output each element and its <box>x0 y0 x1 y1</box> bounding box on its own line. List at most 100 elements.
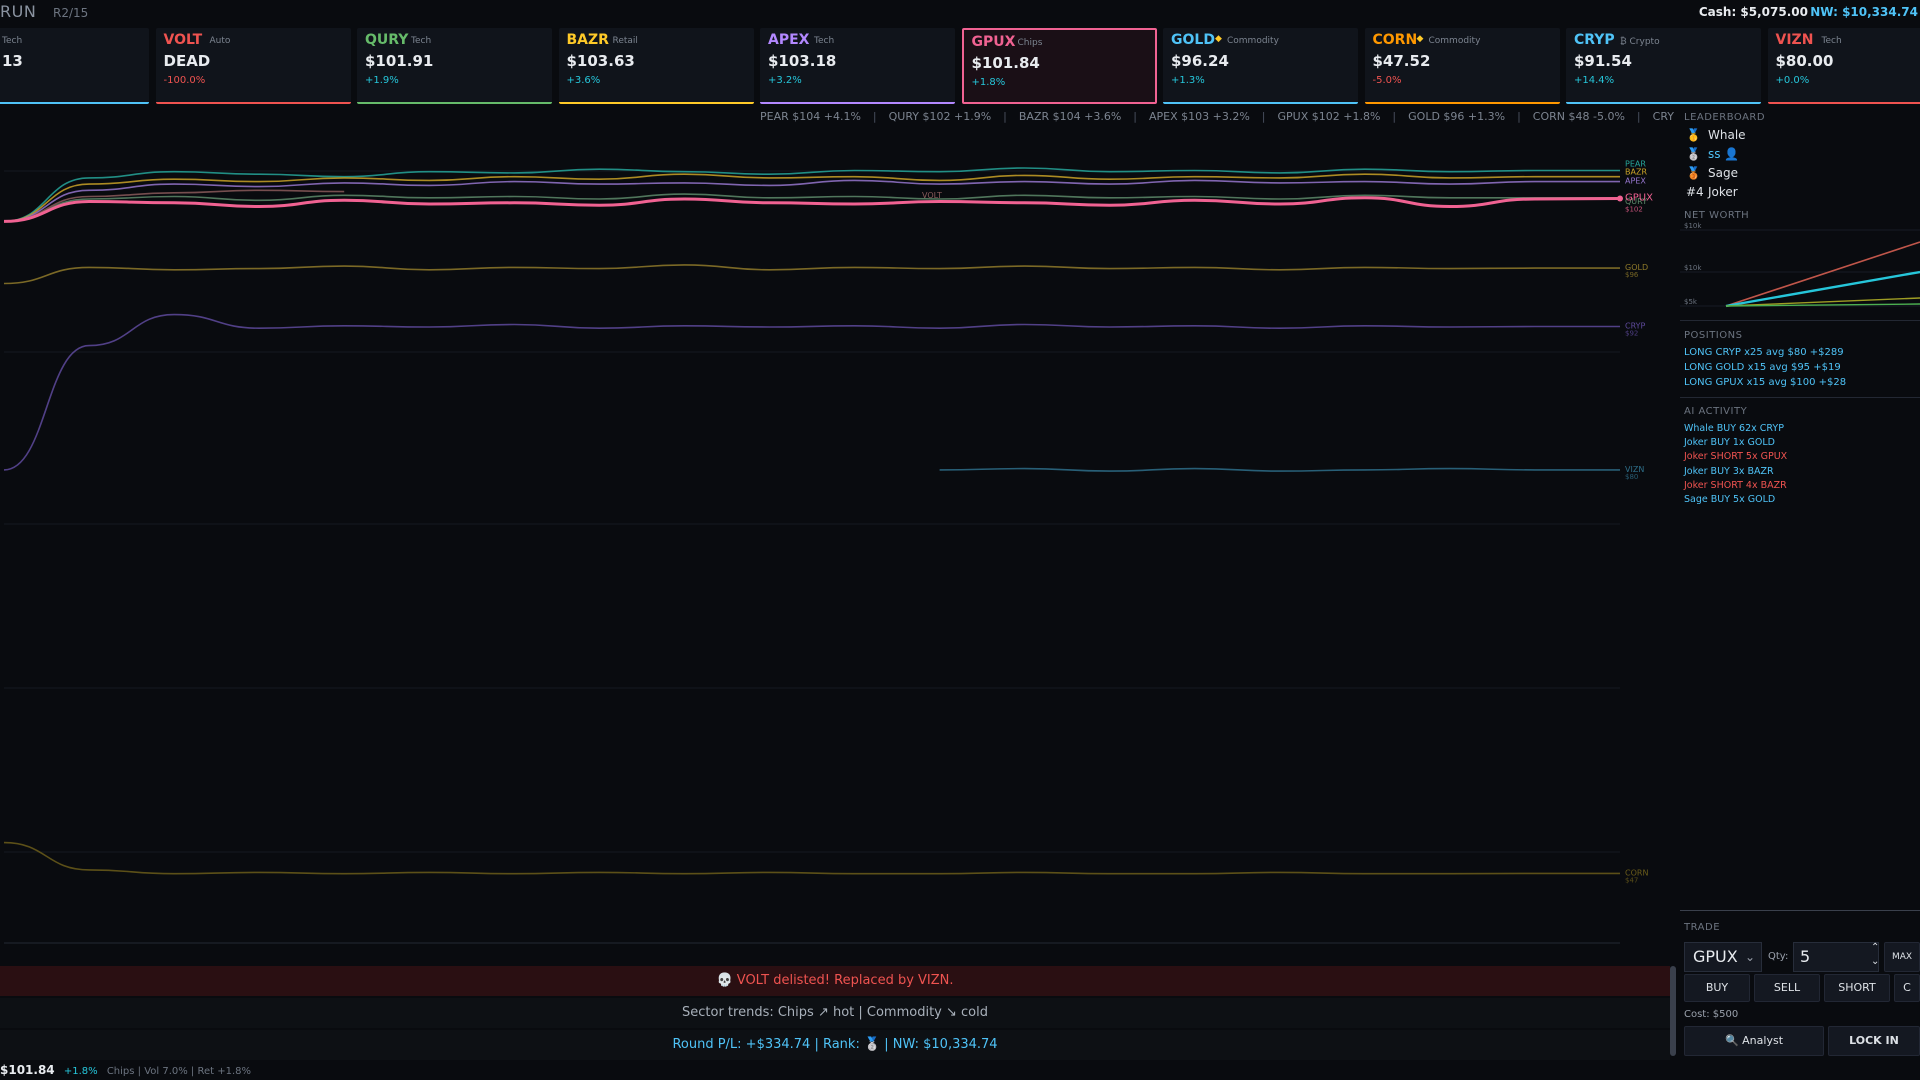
nw-line-player <box>1725 270 1920 308</box>
nw-tick-label: $10k <box>1684 264 1702 272</box>
card-change: +1.8% <box>971 77 1006 88</box>
series-line-volt <box>3 189 345 223</box>
card-price: $47.52 <box>1372 52 1431 70</box>
short-button[interactable]: SHORT <box>1824 974 1890 1002</box>
ticker-separator: | <box>1261 110 1266 123</box>
stock-card-cryp[interactable]: CRYP ₿ Crypto $91.54 +14.4% <box>1566 28 1761 104</box>
card-symbol: VIZN <box>1775 32 1814 48</box>
card-sector: Auto <box>209 36 231 46</box>
end-label-bazr: BAZR <box>1625 168 1647 177</box>
stock-card-offscreen[interactable]: Tech 13 <box>0 28 149 104</box>
stock-card-gold[interactable]: GOLD ◆ Commodity $96.24 +1.3% <box>1163 28 1358 104</box>
series-line-gpux <box>3 196 1621 223</box>
ticker-item: CORN $48 -5.0% <box>1532 110 1625 123</box>
leaderboard-row: 🥈 ss 👤 <box>1686 147 1739 165</box>
card-sector: Tech <box>814 36 835 46</box>
card-sector: Tech <box>1821 36 1842 46</box>
trade-title: TRADE <box>1684 922 1721 933</box>
end-label-apex: APEX <box>1625 177 1646 186</box>
ticker-item: BAZR $104 +3.6% <box>1018 110 1122 123</box>
buy-button[interactable]: BUY <box>1684 974 1750 1002</box>
commodity-icon: ◆ <box>1215 34 1222 44</box>
leaderboard-row: #4 Joker <box>1686 185 1738 203</box>
card-sector: Tech <box>411 36 432 46</box>
card-change: -100.0% <box>163 75 206 86</box>
chevron-down-icon[interactable]: ⌄ <box>1871 956 1880 967</box>
stock-card-vizn[interactable]: VIZN Tech $80.00 +0.0% <box>1767 28 1920 104</box>
end-price-gpux: $102 <box>1625 206 1643 214</box>
cash-balance: Cash: $5,075.00 <box>1698 5 1808 19</box>
quantity-input[interactable]: 5 <box>1793 942 1879 972</box>
divider <box>1680 397 1920 398</box>
position-row[interactable]: LONG CRYP x25 avg $80 +$289 <box>1684 347 1844 358</box>
card-price: $101.84 <box>971 54 1040 72</box>
activity-row: Joker SHORT 4x BAZR <box>1684 479 1787 491</box>
chevron-up-icon[interactable]: ⌃ <box>1871 942 1880 953</box>
round-indicator: R2/15 <box>53 6 89 20</box>
card-price: $91.54 <box>1574 52 1632 70</box>
status-change: +1.8% <box>63 1066 98 1077</box>
chevron-down-icon: ⌄ <box>1744 950 1755 964</box>
lock-in-button[interactable]: LOCK IN <box>1828 1026 1920 1056</box>
status-info: Chips | Vol 7.0% | Ret +1.8% <box>106 1066 252 1077</box>
card-change: +1.9% <box>365 75 399 86</box>
end-label-cryp: CRYP <box>1625 322 1646 331</box>
player-name: Sage <box>1708 166 1738 180</box>
card-price: $96.24 <box>1171 52 1229 70</box>
stock-card-apex[interactable]: APEX Tech $103.18 +3.2% <box>760 28 955 104</box>
card-price: $103.63 <box>566 52 635 70</box>
leaderboard-row: 🥉 Sage <box>1686 166 1738 184</box>
series-line-gold <box>3 264 1620 285</box>
quantity-value: 5 <box>1800 947 1811 966</box>
leaderboard-title: LEADERBOARD <box>1684 112 1766 123</box>
ticker-item: APEX $103 +3.2% <box>1149 110 1250 123</box>
stock-cards-row: Tech 13 VOLT Auto DEAD -100.0% QURY Tech $101.91… <box>0 28 1920 104</box>
card-price: 13 <box>2 52 23 70</box>
leaderboard-row: 🥇 Whale <box>1686 128 1746 146</box>
stock-card-volt[interactable]: VOLT Auto DEAD -100.0% <box>155 28 351 104</box>
card-sector: Commodity <box>1227 36 1279 46</box>
ticker-item: GPUX $102 +1.8% <box>1277 110 1381 123</box>
stock-card-bazr[interactable]: BAZR Retail $103.63 +3.6% <box>558 28 754 104</box>
player-name: ss 👤 <box>1708 147 1740 161</box>
analyst-button[interactable]: 🔍 Analyst <box>1684 1026 1824 1056</box>
app-title: RUN <box>0 2 37 21</box>
position-row[interactable]: LONG GPUX x15 avg $100 +$28 <box>1684 377 1847 388</box>
quantity-stepper[interactable]: ⌃ ⌄ <box>1868 942 1884 972</box>
card-symbol: CRYP <box>1574 32 1615 48</box>
card-symbol: BAZR <box>566 32 609 48</box>
networth-title: NET WORTH <box>1684 210 1750 221</box>
position-row[interactable]: LONG GOLD x15 avg $95 +$19 <box>1684 362 1841 373</box>
medal-icon: #4 <box>1686 185 1704 199</box>
message-scrollbar[interactable] <box>1670 966 1676 1056</box>
card-sector: ₿ Crypto <box>1620 37 1660 47</box>
sell-button[interactable]: SELL <box>1754 974 1820 1002</box>
card-sector: Chips <box>1017 38 1043 48</box>
divider <box>1680 910 1920 911</box>
card-sector: Retail <box>612 36 638 46</box>
round-summary: Round P/L: +$334.74 | Rank: 🥈 | NW: $10,… <box>0 1030 1670 1060</box>
medal-icon: 🥉 <box>1686 166 1701 180</box>
activity-row: Whale BUY 62x CRYP <box>1684 423 1784 434</box>
series-line-apex <box>3 179 1620 223</box>
end-price-vizn: $80 <box>1625 473 1638 481</box>
status-price: $101.84 <box>0 1063 55 1077</box>
volt-inline-label: VOLT <box>922 191 942 200</box>
nw-tick-label: $10k <box>1684 222 1702 230</box>
positions-title: POSITIONS <box>1684 330 1743 341</box>
stock-card-qury[interactable]: QURY Tech $101.91 +1.9% <box>357 28 552 104</box>
max-button[interactable]: MAX <box>1884 942 1920 972</box>
card-symbol: GPUX <box>971 34 1016 50</box>
series-line-pear <box>3 167 1620 223</box>
stock-card-corn[interactable]: CORN ◆ Commodity $47.52 -5.0% <box>1364 28 1560 104</box>
medal-icon: 🥇 <box>1686 128 1701 142</box>
card-symbol: QURY <box>365 32 409 48</box>
ticker-separator: | <box>1636 110 1641 123</box>
nw-line-whale <box>1725 241 1920 307</box>
stock-card-gpux[interactable]: GPUX Chips $101.84 +1.8% <box>961 28 1157 104</box>
cover-button[interactable]: C <box>1894 974 1920 1002</box>
symbol-select[interactable]: GPUX ⌄ <box>1684 942 1762 972</box>
price-ticker: PEAR $104 +4.1% | QURY $102 +1.9% | BAZR $10… <box>760 110 1675 124</box>
